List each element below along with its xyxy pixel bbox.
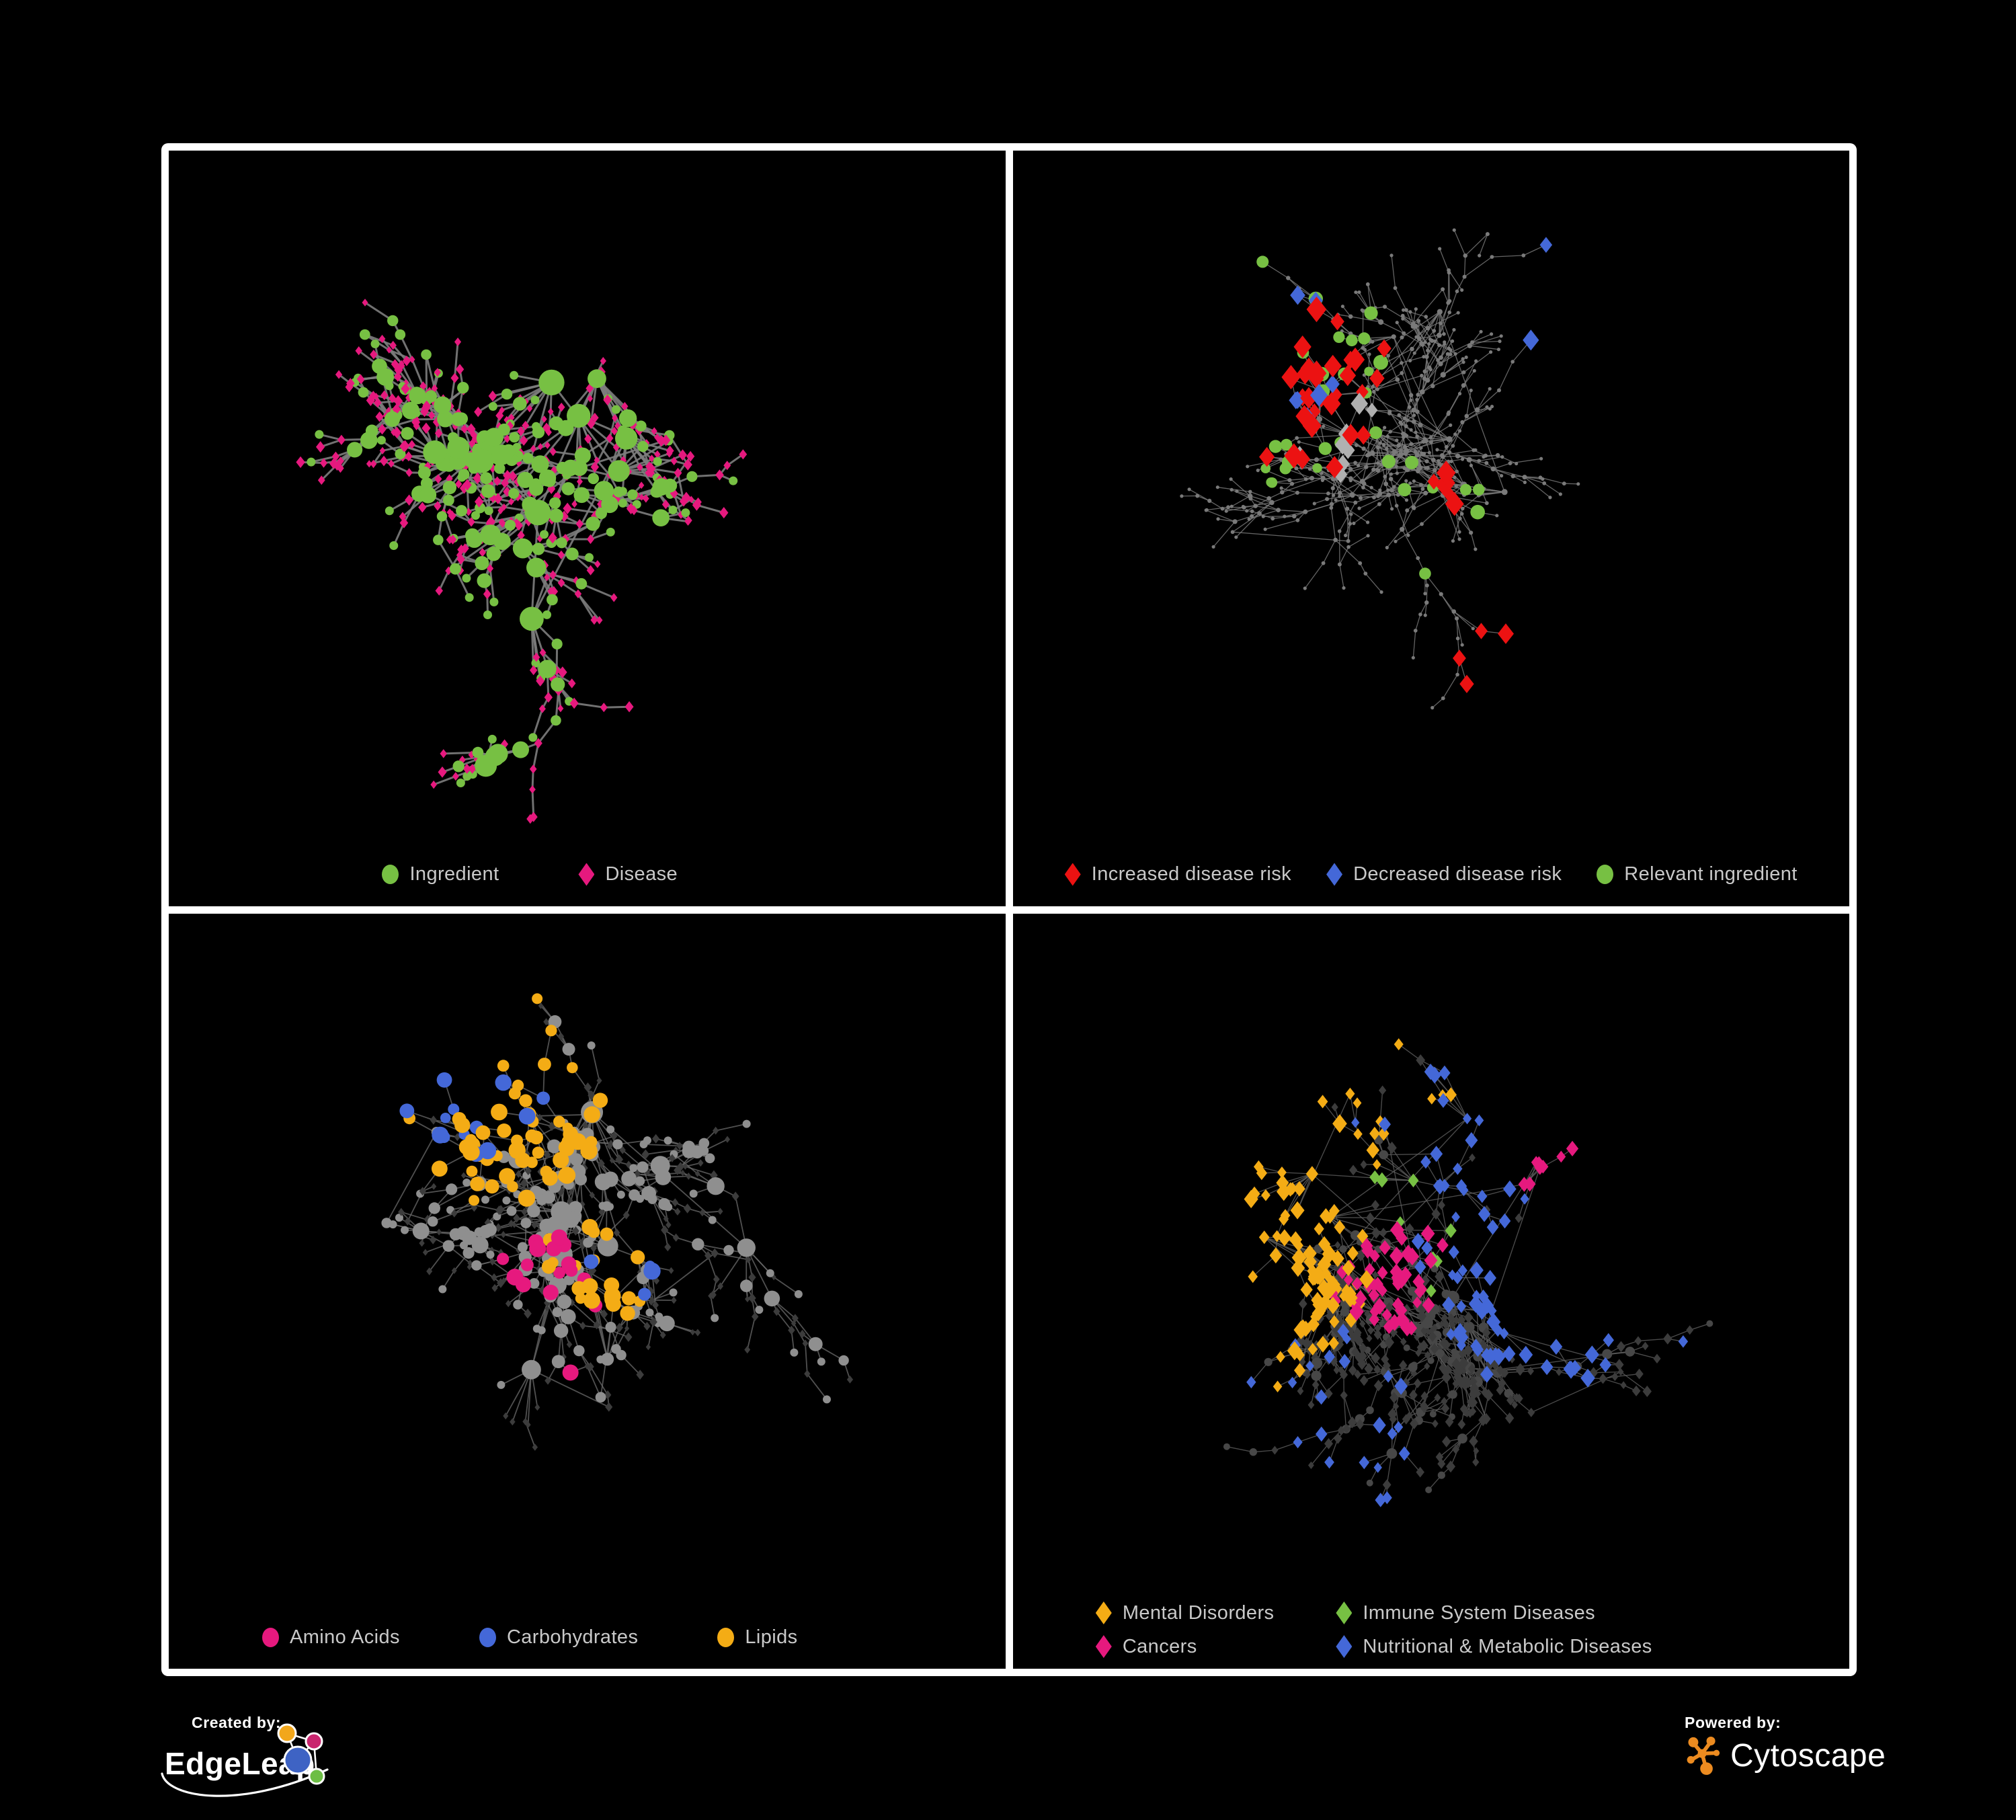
legend-item-nutritional-metabolic-diseases: Nutritional & Metabolic Diseases	[1336, 1635, 1652, 1658]
legend-label-immune-system-diseases: Immune System Diseases	[1363, 1601, 1596, 1624]
edgeleap-brand-row: EdgeLeap	[161, 1723, 499, 1803]
legend-item-ingredient: Ingredient	[382, 863, 499, 885]
network-grid: Ingredient Disease Increased disease ris…	[161, 143, 1857, 1676]
legend-label-cancers: Cancers	[1122, 1635, 1197, 1657]
panel-nutrient-classes: Amino Acids Carbohydrates Lipids	[169, 913, 1006, 1669]
edgeleap-node-blue	[283, 1745, 313, 1775]
increased-risk-diamond-swatch	[1064, 863, 1081, 886]
nutrient-classes-network-canvas	[381, 992, 854, 1451]
legend-item-lipids: Lipids	[717, 1626, 797, 1649]
cytoscape-brand-row: Cytoscape	[1683, 1735, 1979, 1776]
legend-item-amino-acids: Amino Acids	[261, 1626, 400, 1649]
edgeleap-node-magenta	[305, 1732, 323, 1751]
legend-item-relevant-ingredient: Relevant ingredient	[1597, 863, 1797, 885]
legend-item-decreased-risk: Decreased disease risk	[1326, 863, 1562, 886]
legend-item-carbohydrates: Carbohydrates	[479, 1626, 638, 1649]
legend-item-disease: Disease	[578, 863, 678, 886]
decreased-risk-diamond-swatch	[1326, 863, 1343, 886]
legend-label-mental-disorders: Mental Disorders	[1122, 1601, 1275, 1624]
legend-disease-risk: Increased disease risk Decreased disease…	[1013, 863, 1850, 886]
legend-item-immune-system-diseases: Immune System Diseases	[1336, 1601, 1652, 1624]
legend-item-increased-risk: Increased disease risk	[1064, 863, 1292, 886]
immune-system-diseases-diamond-swatch	[1336, 1601, 1353, 1624]
legend-label-ingredient: Ingredient	[409, 863, 499, 885]
amino-acids-circle-swatch	[261, 1628, 279, 1647]
legend-item-cancers: Cancers	[1095, 1635, 1275, 1658]
disease-classes-network-canvas	[1223, 1037, 1713, 1507]
panel-disease-classes: Mental Disorders Immune System Diseases …	[1012, 913, 1850, 1669]
legend-label-carbohydrates: Carbohydrates	[506, 1626, 639, 1648]
legend-label-nutritional-metabolic-diseases: Nutritional & Metabolic Diseases	[1363, 1635, 1652, 1657]
edgeleap-swoosh	[161, 1768, 329, 1797]
created-by-label: Created by:	[192, 1714, 282, 1731]
cancers-diamond-swatch	[1095, 1635, 1112, 1658]
powered-by-label: Powered by:	[1685, 1714, 1781, 1731]
relevant-ingredient-circle-swatch	[1597, 865, 1614, 884]
legend-nutrient-classes: Amino Acids Carbohydrates Lipids	[169, 1626, 1006, 1649]
legend-label-lipids: Lipids	[745, 1626, 798, 1648]
legend-disease-classes: Mental Disorders Immune System Diseases …	[1013, 1601, 1850, 1658]
ingredient-disease-network-canvas	[296, 299, 748, 824]
legend-label-relevant-ingredient: Relevant ingredient	[1624, 863, 1798, 885]
lipids-circle-swatch	[717, 1628, 735, 1647]
legend-label-disease: Disease	[605, 863, 678, 885]
legend-item-mental-disorders: Mental Disorders	[1095, 1601, 1275, 1624]
carbohydrates-circle-swatch	[479, 1628, 496, 1647]
panel-ingredient-disease: Ingredient Disease	[169, 151, 1006, 906]
edgeleap-node-green	[308, 1768, 325, 1785]
legend-label-increased-risk: Increased disease risk	[1091, 863, 1292, 885]
mental-disorders-diamond-swatch	[1095, 1601, 1112, 1624]
panel-disease-risk: Increased disease risk Decreased disease…	[1012, 151, 1850, 906]
cytoscape-credit: Powered by: Cytoscape	[1683, 1708, 1979, 1819]
cytoscape-wordmark: Cytoscape	[1730, 1737, 1886, 1774]
edgeleap-node-orange	[277, 1723, 297, 1743]
disease-risk-network-canvas	[1179, 228, 1580, 710]
ingredient-circle-swatch	[382, 865, 399, 884]
legend-label-decreased-risk: Decreased disease risk	[1353, 863, 1562, 885]
nutritional-metabolic-diseases-diamond-swatch	[1336, 1635, 1353, 1658]
disease-diamond-swatch	[578, 863, 595, 886]
edgeleap-network-logo	[277, 1723, 325, 1785]
legend-ingredient-disease: Ingredient Disease	[169, 863, 1006, 886]
legend-label-amino-acids: Amino Acids	[289, 1626, 400, 1648]
cytoscape-network-icon	[1687, 1737, 1720, 1775]
edgeleap-credit: Created by: EdgeLeap	[161, 1708, 499, 1819]
